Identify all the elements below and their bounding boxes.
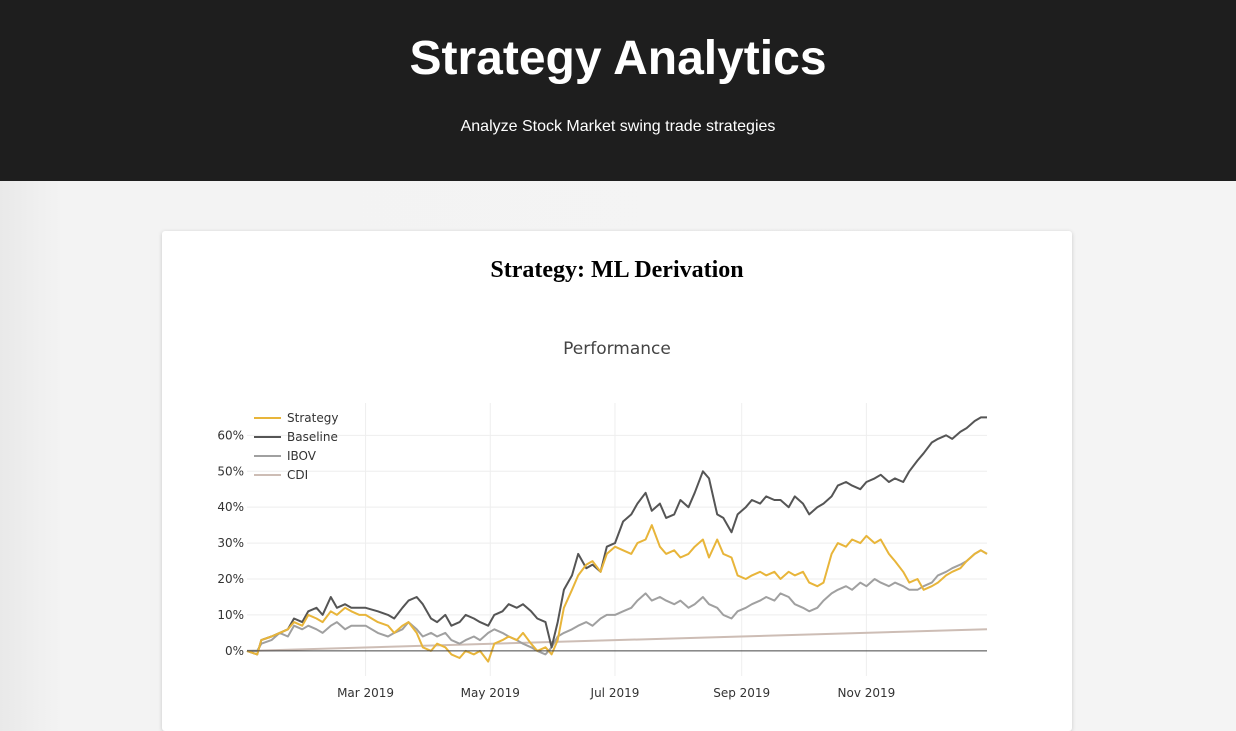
- chart-grid: [247, 403, 987, 676]
- y-tick-label: 60%: [217, 428, 244, 442]
- chart-series: [246, 416, 988, 663]
- legend-label: CDI: [287, 468, 308, 482]
- y-tick-label: 10%: [217, 608, 244, 622]
- chart-legend[interactable]: Strategy Baseline IBOV CDI: [254, 411, 338, 482]
- series-line-baseline: [246, 416, 987, 656]
- strategy-title: Strategy: ML Derivation: [490, 257, 744, 283]
- strategy-card: Strategy: ML Derivation Performance 0% 10…: [162, 231, 1072, 731]
- y-tick-label: 50%: [217, 464, 244, 478]
- x-tick-label: May 2019: [461, 686, 520, 700]
- page-subtitle: Analyze Stock Market swing trade strateg…: [460, 118, 776, 135]
- legend-label: Baseline: [287, 430, 338, 444]
- page-title: Strategy Analytics: [409, 32, 827, 85]
- legend-item-ibov[interactable]: IBOV: [254, 449, 317, 463]
- legend-item-cdi[interactable]: CDI: [254, 468, 308, 482]
- y-tick-label: 20%: [217, 572, 244, 586]
- legend-label: Strategy: [287, 411, 338, 425]
- y-tick-label: 40%: [217, 500, 244, 514]
- x-tick-label: Nov 2019: [838, 686, 896, 700]
- chart-axes: 0% 10% 20% 30% 40% 50% 60% Mar 2019 May 2019 Jul …: [217, 428, 987, 700]
- performance-chart: Performance 0% 10% 20% 30% 40% 50% 60% Mar 2019…: [217, 339, 988, 700]
- y-tick-label: 0%: [225, 644, 244, 658]
- legend-label: IBOV: [287, 449, 317, 463]
- series-line-ibov: [247, 549, 988, 656]
- series-line-cdi: [246, 628, 988, 652]
- chart-title: Performance: [563, 339, 671, 359]
- y-tick-label: 30%: [217, 536, 244, 550]
- legend-item-baseline[interactable]: Baseline: [254, 430, 338, 444]
- series-line-strategy: [246, 524, 988, 663]
- x-tick-label: Mar 2019: [337, 686, 394, 700]
- x-tick-label: Jul 2019: [590, 686, 640, 700]
- legend-item-strategy[interactable]: Strategy: [254, 411, 338, 425]
- x-tick-label: Sep 2019: [713, 686, 770, 700]
- page-header: Strategy Analytics Analyze Stock Market …: [0, 0, 1236, 181]
